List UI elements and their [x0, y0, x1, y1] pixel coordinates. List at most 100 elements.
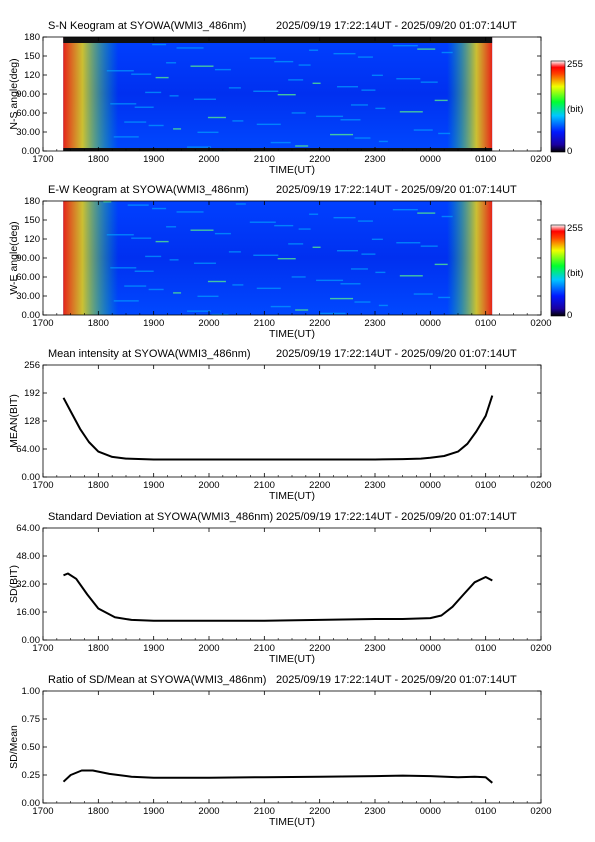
heatmap-edge-left [63, 37, 119, 151]
heatmap-streak [232, 120, 244, 122]
heatmap-streak [434, 263, 448, 266]
panel-2: E-W Keogram at SYOWA(WMI3_486nm) 2025/09/… [8, 184, 583, 340]
y-axis-label: SD/Mean [8, 725, 20, 769]
colorbar-min-label: 0 [567, 146, 572, 157]
heatmap-streak [110, 267, 137, 269]
heatmap-streak [298, 64, 311, 66]
heatmap-streak [190, 65, 214, 67]
x-tick-label: 0100 [475, 643, 496, 654]
x-tick-label: 2300 [364, 806, 385, 817]
heatmap-streak [169, 259, 179, 261]
y-tick-label: 0.00 [22, 146, 41, 157]
y-tick-label: 0.00 [22, 472, 41, 483]
panel-title: E-W Keogram at SYOWA(WMI3_486nm) [48, 184, 249, 196]
x-tick-label: 2100 [254, 643, 275, 654]
heatmap-streak [270, 305, 291, 308]
y-tick-label: 180 [24, 196, 40, 207]
heatmap-streak [319, 312, 346, 315]
heatmap-streak [375, 107, 386, 110]
panel-time-range: 2025/09/19 17:22:14UT - 2025/09/20 01:07… [276, 184, 517, 196]
x-tick-label: 2100 [254, 318, 275, 329]
heatmap-streak [124, 121, 147, 123]
heatmap-streak [214, 68, 231, 71]
heatmap-streak [291, 276, 306, 278]
x-tick-label: 2300 [364, 318, 385, 329]
colorbar-min-label: 0 [567, 310, 572, 321]
x-tick-label: 2000 [198, 318, 219, 329]
y-axis-label: SD(BIT) [8, 565, 20, 603]
heatmap-streak [256, 287, 281, 290]
heatmap-streak [434, 99, 448, 102]
heatmap-streak [197, 295, 219, 298]
y-tick-label: 32.00 [16, 579, 40, 590]
heatmap-streak [312, 246, 321, 248]
x-tick-label: 2100 [254, 154, 275, 165]
y-tick-label: 0.75 [22, 714, 41, 725]
heatmap-streak [277, 258, 296, 260]
x-tick-label: 0000 [420, 806, 441, 817]
heatmap-streak [378, 304, 388, 307]
x-tick-label: 1900 [143, 318, 164, 329]
heatmap-streak [228, 251, 241, 253]
heatmap-streak [330, 297, 354, 300]
panel-title: Mean intensity at SYOWA(WMI3_486nm) [48, 348, 251, 360]
heatmap-streak [316, 279, 344, 282]
y-tick-label: 180 [24, 32, 40, 43]
x-axis-label: TIME(UT) [269, 164, 315, 176]
panel-4: Standard Deviation at SYOWA(WMI3_486nm) 2… [8, 511, 552, 665]
heatmap-streak [145, 255, 162, 258]
x-tick-label: 2200 [309, 806, 330, 817]
x-tick-label: 2200 [309, 318, 330, 329]
x-tick-label: 1900 [143, 806, 164, 817]
x-tick-label: 1700 [32, 806, 53, 817]
heatmap-streak [166, 62, 177, 64]
x-tick-label: 2100 [254, 806, 275, 817]
y-axis-label: W-E angle(deg) [8, 221, 20, 294]
heatmap-top-band [63, 37, 493, 43]
series-line [62, 769, 493, 784]
colorbar [550, 224, 566, 317]
heatmap-streak [106, 234, 134, 236]
x-tick-label: 1700 [32, 318, 53, 329]
heatmap-streak [110, 103, 137, 105]
heatmap-streak [417, 212, 436, 214]
heatmap-streak [274, 224, 294, 227]
x-tick-label: 1700 [32, 480, 53, 491]
x-tick-label: 2300 [364, 480, 385, 491]
heatmap-streak [420, 81, 438, 83]
heatmap-streak [228, 87, 241, 89]
heatmap-streak [197, 131, 219, 134]
y-tick-label: 60.00 [16, 272, 40, 283]
heatmap-streak [148, 288, 164, 291]
panel-title: Standard Deviation at SYOWA(WMI3_486nm) [48, 511, 273, 523]
y-tick-label: 128 [24, 416, 40, 427]
colorbar-max-label: 255 [567, 59, 583, 70]
y-tick-label: 60.00 [16, 108, 40, 119]
plot-frame [42, 527, 542, 641]
series-line [62, 395, 494, 461]
panel-time-range: 2025/09/19 17:22:14UT - 2025/09/20 01:07… [276, 20, 517, 32]
heatmap-streak [438, 132, 451, 135]
x-tick-label: 0000 [420, 643, 441, 654]
heatmap-streak [274, 60, 294, 63]
heatmap-streak [350, 104, 368, 106]
heatmap-streak [295, 309, 309, 311]
colorbar [550, 60, 566, 153]
x-tick-label: 2300 [364, 643, 385, 654]
heatmap-streak [193, 98, 216, 100]
heatmap-streak [354, 301, 371, 303]
panel-time-range: 2025/09/19 17:22:14UT - 2025/09/20 01:07… [276, 348, 517, 360]
heatmap-streak [176, 47, 204, 49]
y-tick-label: 120 [24, 70, 40, 81]
heatmap-streak [131, 237, 152, 239]
heatmap-streak [371, 74, 383, 77]
x-tick-label: 1900 [143, 643, 164, 654]
x-tick-label: 1700 [32, 154, 53, 165]
x-tick-label: 0100 [475, 318, 496, 329]
y-tick-label: 90.00 [16, 89, 40, 100]
heatmap-streak [333, 216, 356, 219]
heatmap-streak [378, 140, 388, 143]
heatmap-streak [361, 253, 376, 255]
heatmap-streak [166, 226, 177, 228]
